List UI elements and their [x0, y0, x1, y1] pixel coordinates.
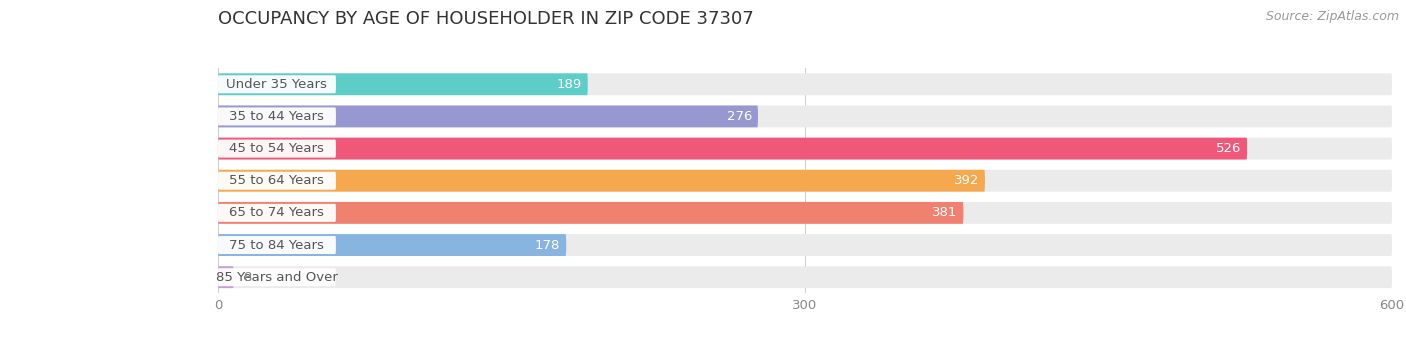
Text: 189: 189 [557, 78, 582, 91]
FancyBboxPatch shape [218, 105, 1392, 127]
Text: 65 to 74 Years: 65 to 74 Years [229, 206, 325, 219]
FancyBboxPatch shape [218, 73, 1392, 95]
FancyBboxPatch shape [218, 202, 963, 224]
Text: 392: 392 [953, 174, 979, 187]
FancyBboxPatch shape [218, 236, 336, 254]
Text: 35 to 44 Years: 35 to 44 Years [229, 110, 325, 123]
Text: 276: 276 [727, 110, 752, 123]
FancyBboxPatch shape [218, 170, 1392, 192]
Text: 45 to 54 Years: 45 to 54 Years [229, 142, 325, 155]
Text: Under 35 Years: Under 35 Years [226, 78, 328, 91]
FancyBboxPatch shape [218, 202, 1392, 224]
FancyBboxPatch shape [218, 234, 567, 256]
FancyBboxPatch shape [218, 266, 1392, 288]
FancyBboxPatch shape [218, 138, 1247, 160]
FancyBboxPatch shape [218, 139, 336, 158]
FancyBboxPatch shape [218, 107, 336, 125]
Text: 75 to 84 Years: 75 to 84 Years [229, 239, 325, 252]
FancyBboxPatch shape [218, 170, 986, 192]
FancyBboxPatch shape [218, 73, 588, 95]
Text: 85 Years and Over: 85 Years and Over [217, 271, 337, 284]
FancyBboxPatch shape [218, 75, 336, 93]
Text: OCCUPANCY BY AGE OF HOUSEHOLDER IN ZIP CODE 37307: OCCUPANCY BY AGE OF HOUSEHOLDER IN ZIP C… [218, 10, 754, 28]
Text: 55 to 64 Years: 55 to 64 Years [229, 174, 325, 187]
Text: Source: ZipAtlas.com: Source: ZipAtlas.com [1265, 10, 1399, 23]
Text: 178: 178 [534, 239, 561, 252]
Text: 526: 526 [1216, 142, 1241, 155]
FancyBboxPatch shape [218, 266, 233, 288]
FancyBboxPatch shape [218, 204, 336, 222]
FancyBboxPatch shape [218, 105, 758, 127]
FancyBboxPatch shape [218, 234, 1392, 256]
FancyBboxPatch shape [218, 172, 336, 190]
Text: 8: 8 [243, 271, 252, 284]
FancyBboxPatch shape [218, 268, 336, 286]
Text: 381: 381 [932, 206, 957, 219]
FancyBboxPatch shape [218, 138, 1392, 160]
